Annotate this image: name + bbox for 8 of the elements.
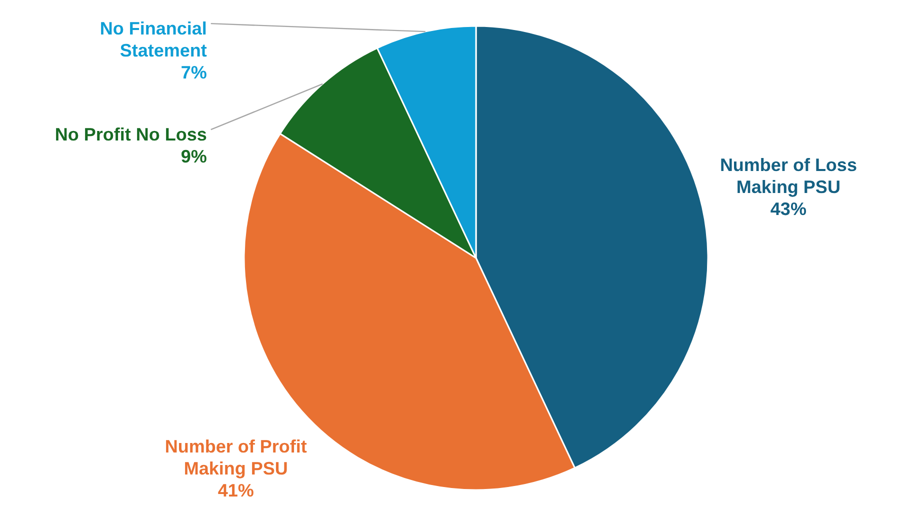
slice-label: Number of Profit Making PSU — [164, 436, 307, 478]
data-label: 41% — [218, 480, 254, 500]
data-label: 43% — [770, 198, 806, 219]
data-label: 7% — [180, 62, 207, 82]
slice-label: Number of Loss Making PSU — [720, 154, 857, 197]
slice-label: No Profit No Loss — [54, 124, 207, 144]
slice-label: No Financial Statement — [100, 18, 207, 60]
data-label: 9% — [180, 146, 207, 166]
